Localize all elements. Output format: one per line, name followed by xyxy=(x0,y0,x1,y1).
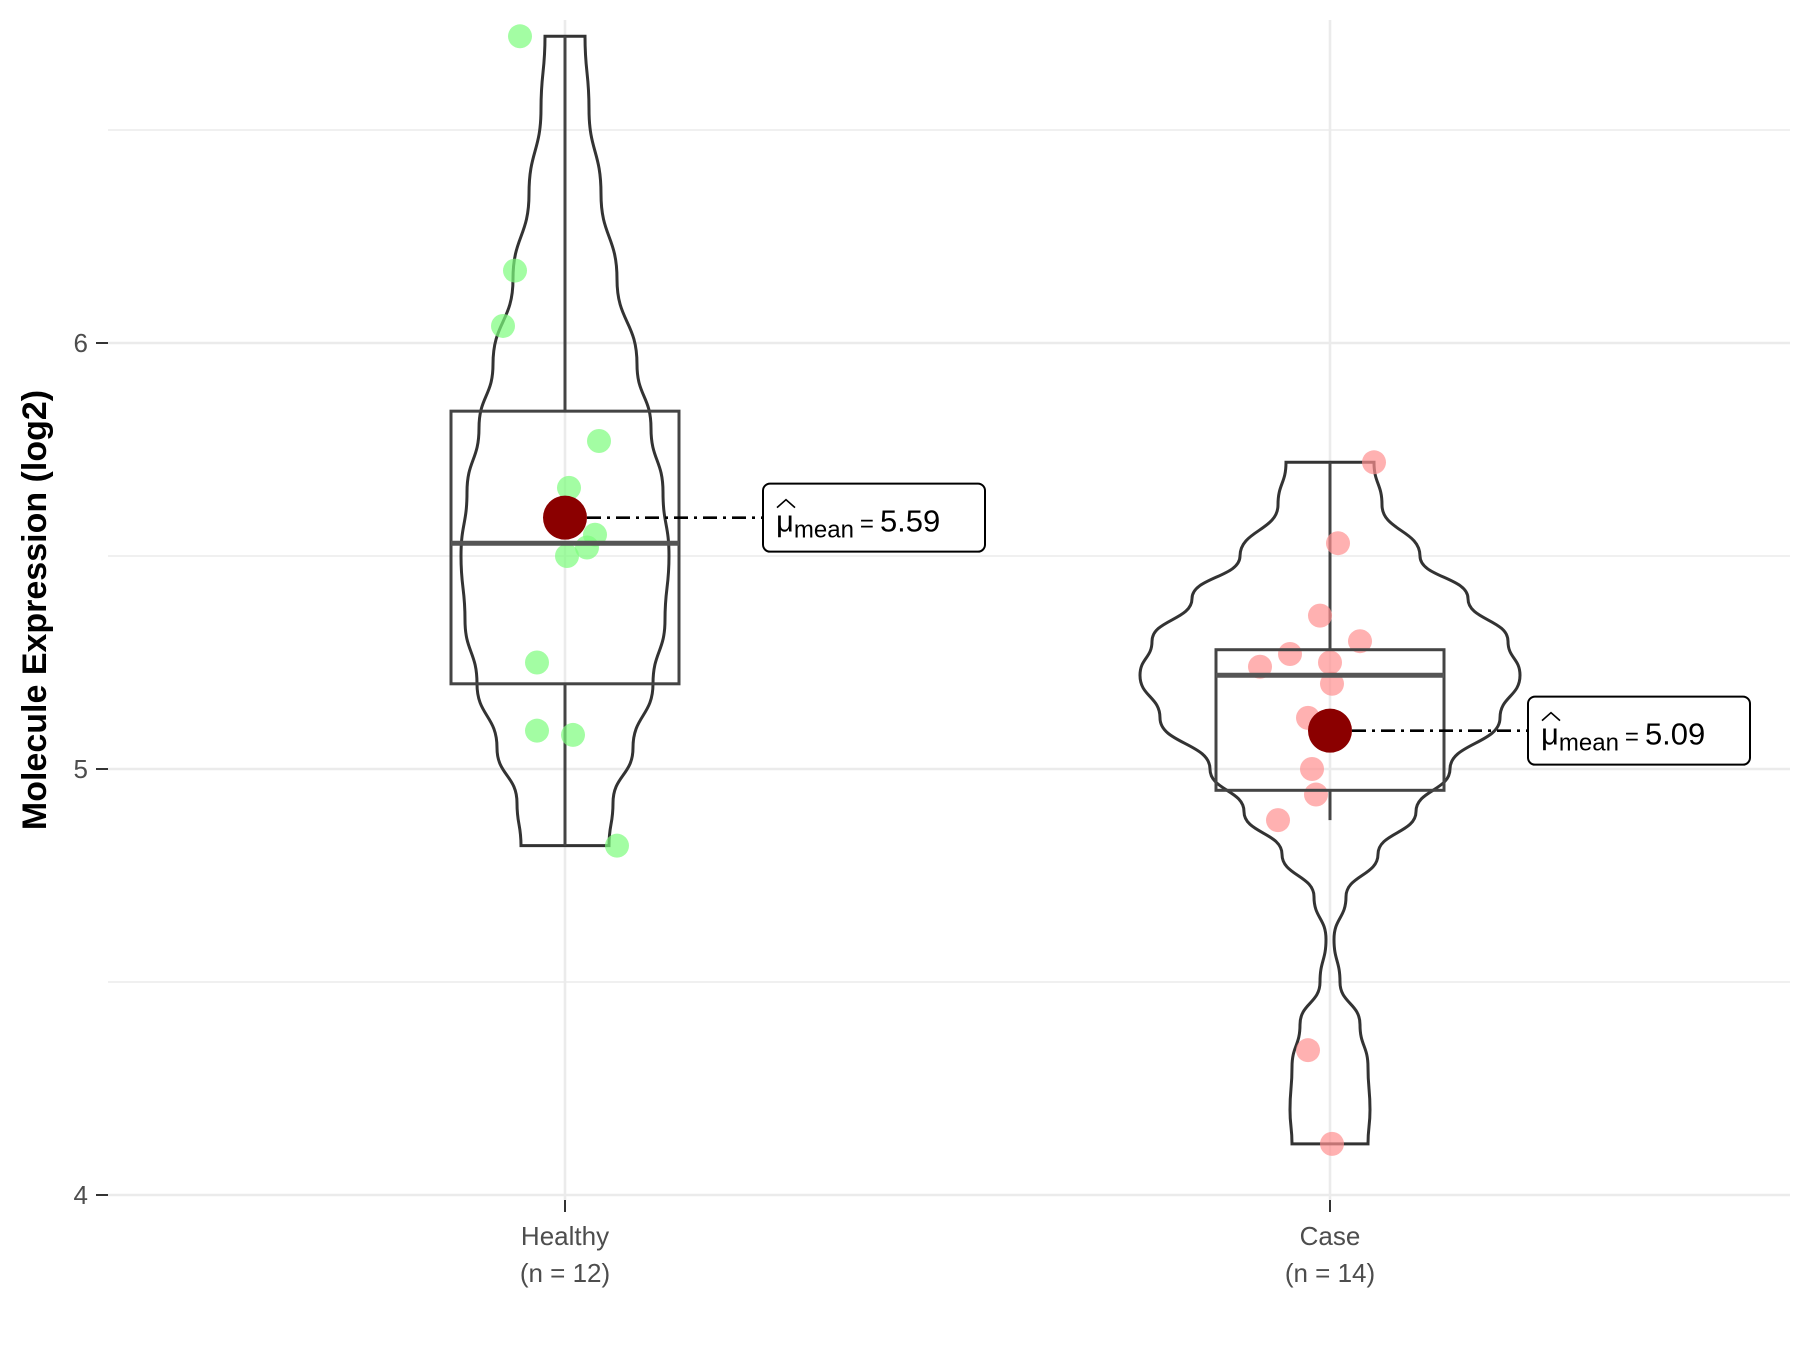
data-point xyxy=(555,544,579,568)
data-point xyxy=(1362,450,1386,475)
data-point xyxy=(557,475,581,500)
mean-label-box xyxy=(762,482,986,553)
box xyxy=(1214,648,1446,792)
grid xyxy=(108,20,1790,1200)
y-tick-label: 4 xyxy=(74,1180,88,1210)
mean-point xyxy=(1308,708,1352,753)
data-point xyxy=(1308,603,1332,628)
mean-label: μmean = 5.09 xyxy=(1541,717,1705,757)
data-point xyxy=(1296,1038,1320,1063)
x-axis: Healthy (n = 12) Case (n = 14) xyxy=(520,1200,1375,1288)
group-healthy: μmean = 5.59 xyxy=(449,24,986,858)
data-point xyxy=(605,833,629,858)
data-point xyxy=(491,313,515,338)
data-point xyxy=(587,428,611,453)
data-point xyxy=(525,650,549,675)
data-point xyxy=(561,722,585,747)
data-point xyxy=(1278,641,1302,666)
y-axis-title: Molecule Expression (log2) xyxy=(16,390,54,830)
mean-label: μmean = 5.59 xyxy=(776,504,940,544)
data-point xyxy=(1304,782,1328,807)
y-axis: 4 5 6 xyxy=(74,328,108,1210)
group-case: μmean = 5.09 xyxy=(1138,450,1751,1156)
data-point xyxy=(525,718,549,743)
data-point xyxy=(1300,757,1324,781)
data-point xyxy=(1320,671,1344,696)
mean-point xyxy=(543,495,587,540)
hat-mark xyxy=(776,498,796,509)
plot-area: μmean = 5.59 μmean = 5.09 xyxy=(449,24,1751,1156)
y-tick-label: 5 xyxy=(74,754,88,784)
x-tick-label: Healthy xyxy=(521,1221,609,1251)
x-tick-sublabel: (n = 14) xyxy=(1285,1258,1375,1288)
data-point xyxy=(1320,1131,1344,1156)
data-point xyxy=(508,24,532,49)
data-point xyxy=(1318,650,1342,675)
mean-label-box xyxy=(1527,695,1751,766)
y-tick-label: 6 xyxy=(74,328,88,358)
data-point xyxy=(1266,808,1290,833)
hat-mark xyxy=(1541,711,1561,722)
data-point xyxy=(1248,654,1272,679)
x-tick-sublabel: (n = 12) xyxy=(520,1258,610,1288)
data-point xyxy=(1348,629,1372,654)
violin-outline xyxy=(1138,460,1522,1146)
x-tick-label: Case xyxy=(1300,1221,1361,1251)
data-point xyxy=(503,258,527,283)
box xyxy=(449,409,681,686)
data-point xyxy=(1326,531,1350,556)
